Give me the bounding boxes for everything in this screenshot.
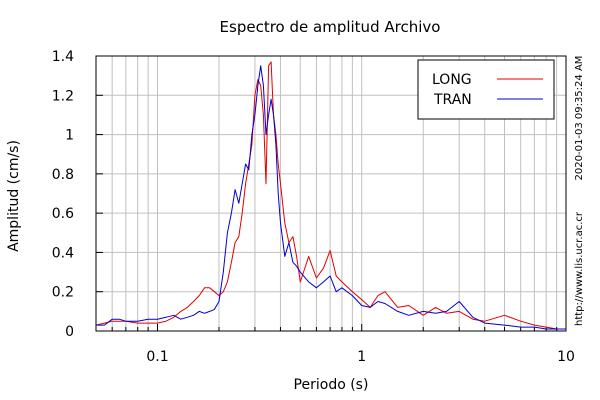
y-axis-label: Amplitud (cm/s) bbox=[6, 140, 22, 252]
source-url-label: http://www.lis.ucr.ac.cr bbox=[574, 211, 585, 326]
x-axis-label: Periodo (s) bbox=[294, 377, 369, 393]
chart-title: Espectro de amplitud Archivo bbox=[220, 18, 441, 36]
x-tick-label: 1 bbox=[357, 349, 366, 365]
y-tick-label: 1.4 bbox=[52, 49, 74, 65]
legend-box bbox=[417, 59, 555, 120]
series-line-long bbox=[95, 61, 566, 330]
legend: LONG TRAN bbox=[417, 59, 555, 120]
series-line-tran bbox=[96, 65, 566, 330]
series-lines bbox=[95, 61, 566, 330]
x-tick-label: 10 bbox=[557, 349, 575, 365]
y-tick-label: 0 bbox=[65, 324, 74, 340]
axis-ticks: 0 0.2 0.4 0.6 0.8 1 1.2 1.4 0.1 1 10 bbox=[52, 49, 575, 365]
y-tick-label: 0.8 bbox=[52, 167, 74, 183]
x-tick-label: 0.1 bbox=[146, 349, 168, 365]
y-tick-label: 1.2 bbox=[52, 88, 74, 104]
y-tick-label: 0.4 bbox=[52, 245, 74, 261]
legend-label-tran: TRAN bbox=[433, 92, 472, 108]
timestamp-label: 2020-01-03 09:35:24 AM bbox=[574, 56, 585, 181]
y-tick-label: 0.2 bbox=[52, 285, 74, 301]
y-tick-label: 0.6 bbox=[52, 206, 74, 222]
plot-area bbox=[95, 55, 567, 332]
legend-label-long: LONG bbox=[432, 72, 472, 88]
y-tick-label: 1 bbox=[65, 128, 74, 144]
